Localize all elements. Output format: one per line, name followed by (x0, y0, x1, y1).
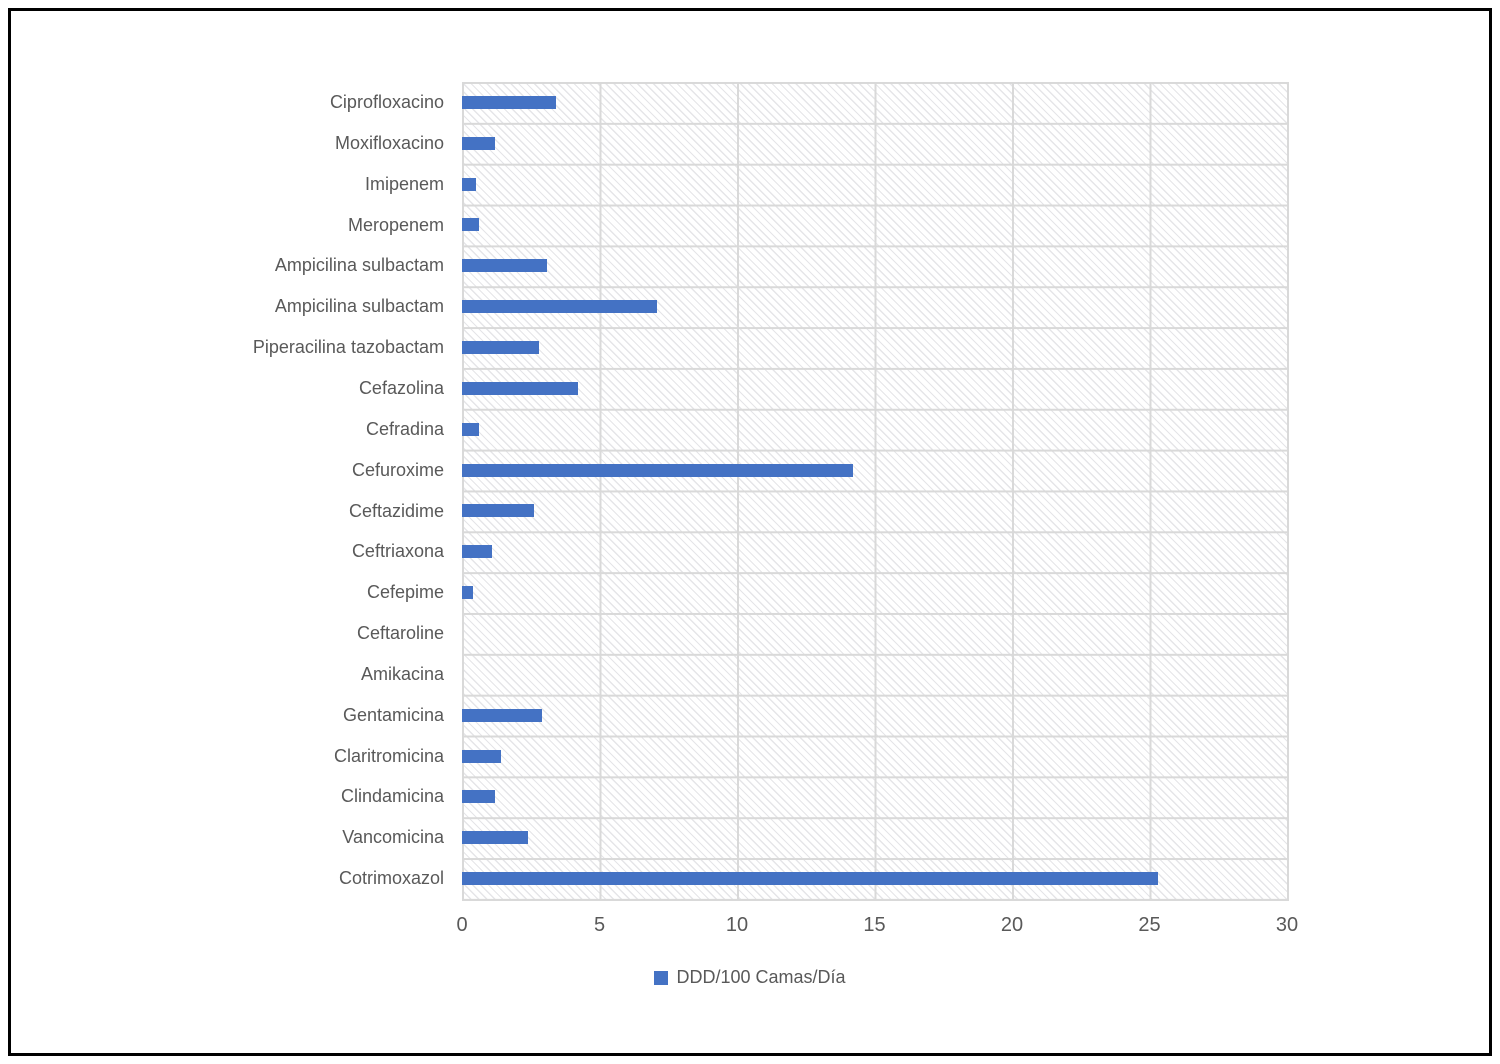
category-label: Ampicilina sulbactam (274, 296, 444, 317)
chart-layer: Ciprofloxacino Moxifloxacino Imipenem Merop… (11, 11, 1489, 1053)
bar-ampicilina-sulbactam (462, 300, 658, 314)
x-tick-label: 25 (1138, 914, 1161, 936)
category-label: Moxifloxacino (334, 132, 444, 153)
category-label: Ceftriaxona (351, 541, 444, 562)
category-label: Clindamicina (340, 786, 444, 807)
bar-piperacilina-tazobactam (462, 341, 539, 355)
x-tick-label: 10 (725, 914, 749, 936)
chart-frame: Ciprofloxacino Moxifloxacino Imipenem Merop… (8, 8, 1492, 1056)
bar-gentamicina (462, 708, 542, 722)
category-label: Ciprofloxacino (329, 92, 444, 112)
bar-vancomicina (462, 831, 528, 845)
x-tick-label: 0 (456, 914, 468, 936)
category-label: Cefazolina (358, 377, 444, 398)
bar-moxifloxacino (462, 136, 495, 150)
bar-ceftriaxona (462, 545, 493, 559)
bar-ceftazidime (462, 504, 534, 518)
category-label: Ampicilina sulbactam (274, 255, 444, 276)
bar-ciprofloxacino (462, 95, 556, 109)
category-label: Cotrimoxazol (338, 868, 444, 889)
bar-imipenem (462, 177, 476, 191)
x-tick-label: 5 (593, 914, 606, 936)
bar-clindamicina (462, 790, 495, 804)
legend-label: DDD/100 Camas/Día (676, 967, 846, 987)
bar-cefazolina (462, 381, 578, 395)
x-tick-label: 20 (1000, 914, 1024, 936)
category-label: Piperacilina tazobactam (252, 337, 444, 358)
category-label: Imipenem (364, 173, 444, 194)
category-label: Gentamicina (342, 704, 444, 725)
bar-ampicilina-sulbactam (462, 259, 548, 273)
bar-cefepime (462, 586, 473, 600)
category-label: Ceftazidime (348, 500, 444, 521)
bar-cefradina (462, 422, 479, 436)
category-label: Cefradina (365, 418, 444, 439)
category-label: Ceftaroline (356, 623, 444, 644)
bar-cefuroxime (462, 463, 853, 477)
plot-area (462, 82, 1289, 901)
legend-marker-icon (654, 970, 669, 985)
category-label: Cefepime (366, 582, 444, 603)
bar-claritromicina (462, 749, 501, 763)
x-tick-label: 15 (863, 914, 886, 936)
category-label: Cefuroxime (351, 459, 444, 480)
category-label: Vancomicina (342, 827, 444, 848)
category-label: Amikacina (360, 663, 444, 684)
x-tick-label: 30 (1275, 914, 1299, 936)
category-label: Meropenem (347, 214, 444, 235)
category-label: Claritromicina (333, 745, 444, 766)
legend: DDD/100 Camas/Día (11, 967, 1489, 988)
bar-meropenem (462, 218, 479, 232)
bar-cotrimoxazol (462, 872, 1158, 886)
